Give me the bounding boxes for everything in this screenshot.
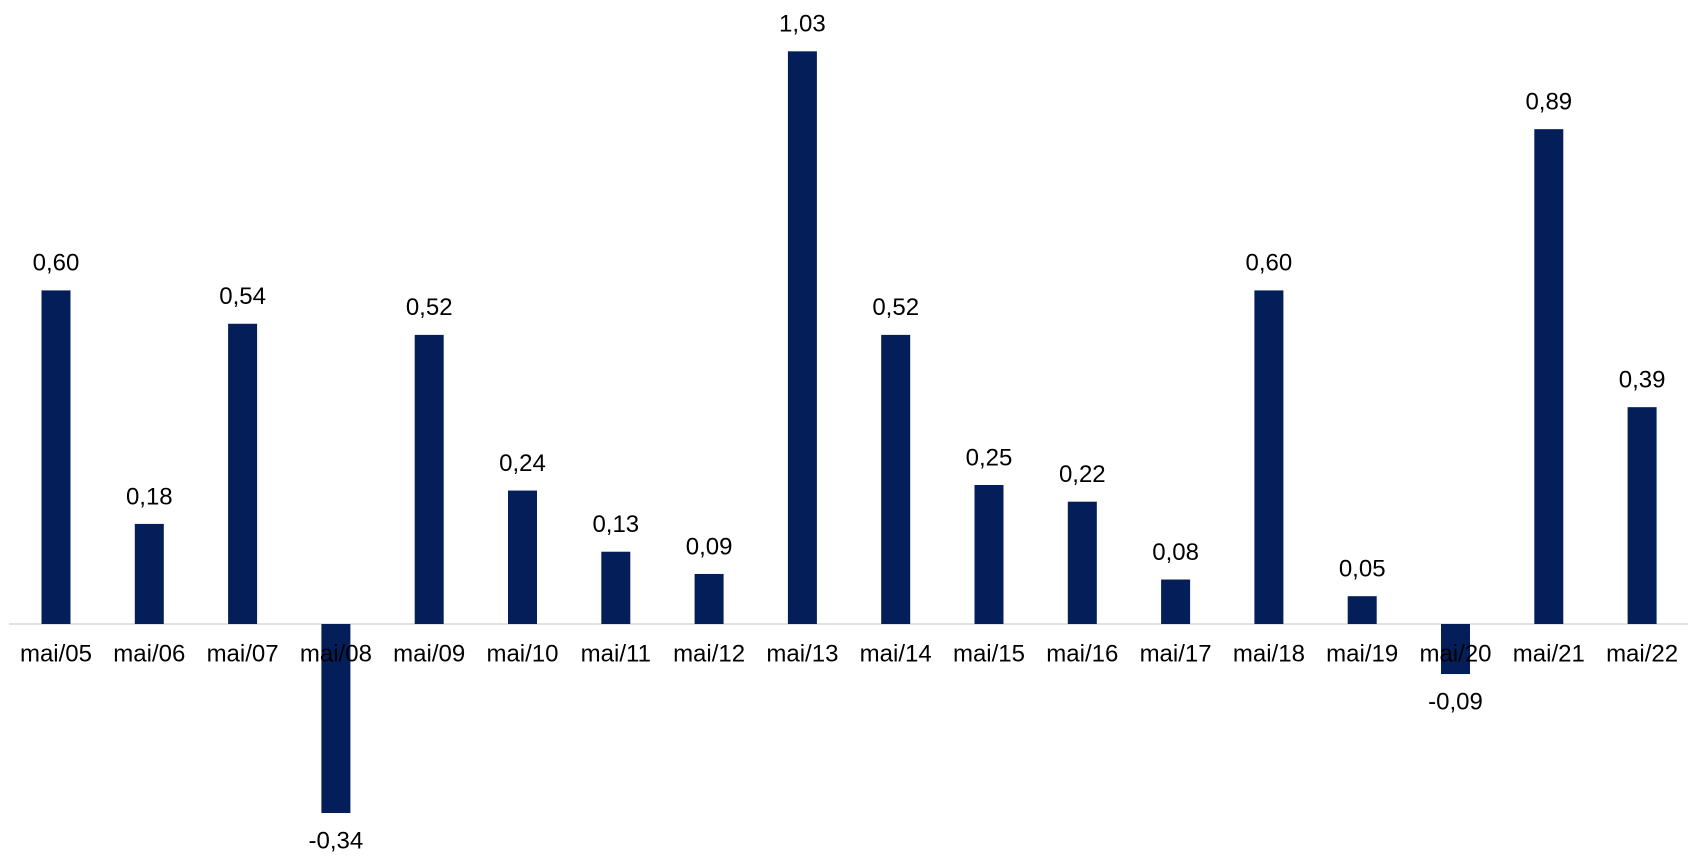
- value-label: 0,24: [499, 450, 546, 477]
- value-label: 0,05: [1339, 556, 1386, 583]
- value-label: 0,89: [1525, 89, 1572, 116]
- bar: [228, 323, 258, 624]
- bar: [974, 485, 1004, 624]
- x-tick-label: mai/21: [1513, 640, 1585, 667]
- bar: [601, 551, 631, 624]
- bar: [881, 334, 911, 624]
- x-tick-label: mai/12: [673, 640, 745, 667]
- x-tick-label: mai/08: [300, 640, 372, 667]
- value-label: 0,39: [1619, 367, 1666, 394]
- value-label: 0,09: [686, 533, 733, 560]
- value-label: -0,09: [1428, 688, 1483, 715]
- bar: [1627, 407, 1657, 624]
- x-tick-label: mai/18: [1233, 640, 1305, 667]
- bar: [787, 51, 817, 624]
- value-label: -0,34: [309, 827, 364, 854]
- value-label: 0,54: [219, 283, 266, 310]
- value-label: 0,60: [33, 250, 80, 277]
- value-label: 0,22: [1059, 461, 1106, 488]
- x-tick-label: mai/17: [1140, 640, 1212, 667]
- bar: [41, 290, 71, 624]
- bar: [1441, 624, 1470, 675]
- bar: [1347, 596, 1377, 624]
- bar: [508, 490, 537, 624]
- bar: [1254, 290, 1284, 624]
- x-tick-label: mai/06: [113, 640, 185, 667]
- bar: [1161, 579, 1191, 624]
- bar: [1534, 129, 1564, 624]
- value-label: 0,25: [966, 444, 1013, 471]
- bar: [321, 624, 351, 814]
- x-tick-label: mai/13: [766, 640, 838, 667]
- x-tick-label: mai/19: [1326, 640, 1398, 667]
- value-label: 0,60: [1246, 250, 1293, 277]
- x-tick-label: mai/10: [486, 640, 558, 667]
- bar: [414, 334, 444, 624]
- bar: [694, 573, 724, 624]
- value-label: 0,52: [872, 294, 919, 321]
- x-tick-label: mai/22: [1606, 640, 1678, 667]
- x-tick-label: mai/09: [393, 640, 465, 667]
- value-label: 1,03: [779, 11, 826, 38]
- value-label: 0,08: [1152, 539, 1199, 566]
- x-tick-label: mai/15: [953, 640, 1025, 667]
- value-label: 0,13: [592, 511, 639, 538]
- bar: [134, 523, 164, 624]
- bar: [1067, 501, 1097, 624]
- x-tick-label: mai/16: [1046, 640, 1118, 667]
- value-label: 0,18: [126, 483, 173, 510]
- x-tick-label: mai/05: [20, 640, 92, 667]
- x-tick-label: mai/20: [1419, 640, 1491, 667]
- x-tick-label: mai/14: [860, 640, 932, 667]
- x-tick-label: mai/11: [581, 640, 651, 667]
- x-tick-label: mai/07: [207, 640, 279, 667]
- value-label: 0,52: [406, 294, 453, 321]
